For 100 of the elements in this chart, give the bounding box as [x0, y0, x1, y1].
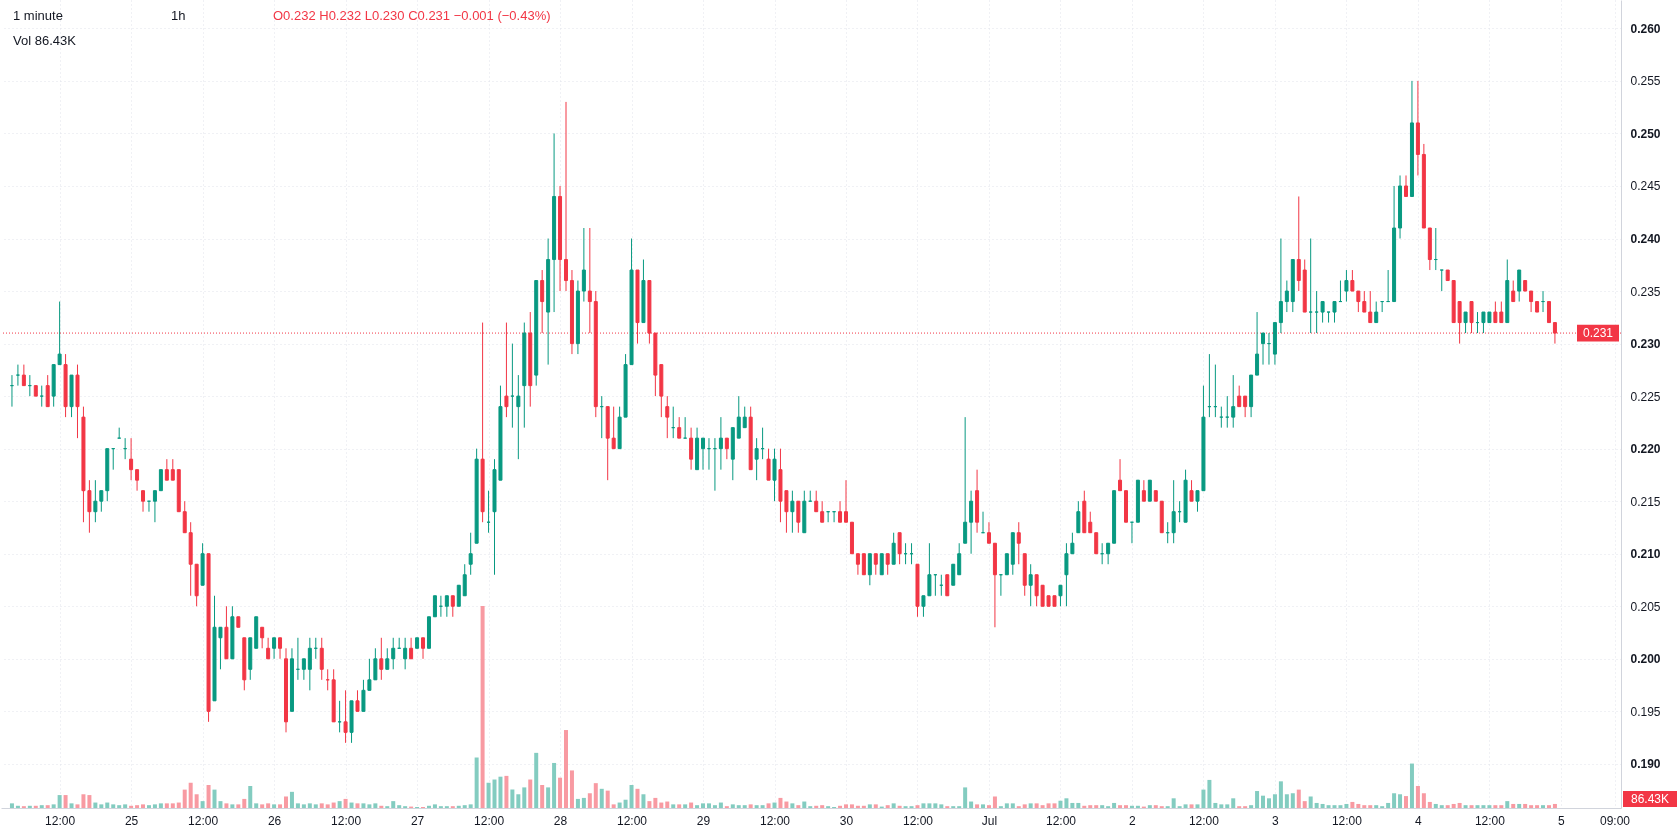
- candlestick: [272, 637, 277, 660]
- bar: [313, 804, 318, 808]
- candlestick: [1261, 332, 1266, 366]
- candlestick: [1439, 269, 1444, 292]
- bar: [1183, 804, 1188, 808]
- bar: [99, 804, 104, 808]
- candlestick: [1058, 584, 1063, 607]
- bar: [75, 804, 80, 808]
- y-tick-label: 0.190: [1630, 757, 1661, 772]
- bar: [1314, 802, 1319, 808]
- y-tick-label: 0.260: [1630, 21, 1661, 36]
- bar: [778, 797, 783, 808]
- bar: [164, 803, 169, 808]
- bar: [105, 802, 110, 808]
- bar: [689, 802, 694, 808]
- bar: [1225, 804, 1230, 808]
- bar: [1112, 802, 1117, 808]
- candlestick: [468, 532, 473, 576]
- candlestick: [1255, 311, 1260, 376]
- bar: [671, 804, 676, 808]
- bar: [319, 803, 324, 808]
- bar: [486, 782, 491, 808]
- bar: [1034, 803, 1039, 808]
- bar: [706, 803, 711, 808]
- bar: [1511, 803, 1516, 808]
- candlestick: [724, 437, 729, 460]
- candlestick: [510, 343, 515, 429]
- bar: [992, 796, 997, 808]
- bar: [51, 804, 56, 808]
- bar: [1284, 794, 1289, 808]
- bar: [1499, 805, 1504, 808]
- candlestick: [1219, 406, 1224, 429]
- x-tick-label: 12:00: [1188, 813, 1220, 828]
- bar: [57, 795, 62, 808]
- bar: [337, 801, 342, 808]
- bar: [963, 787, 968, 808]
- bar: [468, 804, 473, 808]
- candlestick: [385, 647, 390, 670]
- candlestick: [986, 521, 991, 544]
- bar: [1308, 796, 1313, 808]
- ref-line-label: 0.231: [1582, 326, 1614, 341]
- bar: [796, 805, 801, 808]
- bar: [87, 795, 92, 808]
- candlestick: [951, 563, 956, 586]
- bar: [1481, 805, 1486, 808]
- bar: [641, 794, 646, 808]
- bar: [748, 804, 753, 808]
- bar: [1195, 804, 1200, 808]
- candlestick: [879, 553, 884, 576]
- x-tick-label: 12:00: [331, 813, 362, 828]
- bar: [1261, 795, 1266, 808]
- bar: [278, 804, 283, 808]
- bar: [1505, 801, 1510, 808]
- bar: [1272, 794, 1277, 808]
- bar: [69, 803, 74, 808]
- bar: [1546, 805, 1551, 808]
- candlestick: [1028, 563, 1033, 607]
- bar: [522, 787, 527, 808]
- bar: [1070, 802, 1075, 808]
- bar: [63, 795, 68, 808]
- bar: [712, 805, 717, 808]
- bar: [355, 803, 360, 808]
- y-tick-label: 0.205: [1630, 599, 1661, 614]
- candlestick: [814, 490, 819, 513]
- bar: [1409, 763, 1414, 808]
- bar: [1433, 803, 1438, 808]
- bar: [575, 798, 580, 808]
- bar: [123, 804, 128, 808]
- x-tick-label: 27: [410, 813, 425, 828]
- candlestick: [260, 626, 265, 649]
- bar: [921, 803, 926, 808]
- bar: [194, 794, 199, 808]
- bar: [1255, 791, 1260, 808]
- bar: [1278, 781, 1283, 808]
- bar: [772, 802, 777, 808]
- candlestick: [1118, 458, 1123, 492]
- bar: [981, 804, 986, 808]
- bar: [230, 804, 235, 808]
- candlestick: [963, 416, 968, 544]
- candlestick: [152, 490, 157, 523]
- bar: [9, 803, 14, 808]
- bar: [1124, 805, 1128, 808]
- bar: [718, 802, 723, 808]
- candlestick: [1243, 395, 1248, 418]
- bar: [587, 793, 592, 808]
- candlestick: [796, 500, 801, 534]
- bar: [1386, 802, 1391, 808]
- y-tick-label: 0.230: [1630, 337, 1661, 352]
- bar: [867, 804, 872, 808]
- bar: [1231, 798, 1236, 808]
- candlestick: [450, 595, 455, 618]
- bar: [1147, 805, 1152, 808]
- bar: [295, 803, 300, 808]
- bar: [117, 805, 122, 808]
- bar: [1451, 803, 1456, 808]
- bar: [1052, 803, 1057, 808]
- text: 1h: [171, 8, 186, 23]
- bar: [93, 802, 98, 808]
- bar: [683, 804, 688, 808]
- candlestick: [164, 458, 169, 481]
